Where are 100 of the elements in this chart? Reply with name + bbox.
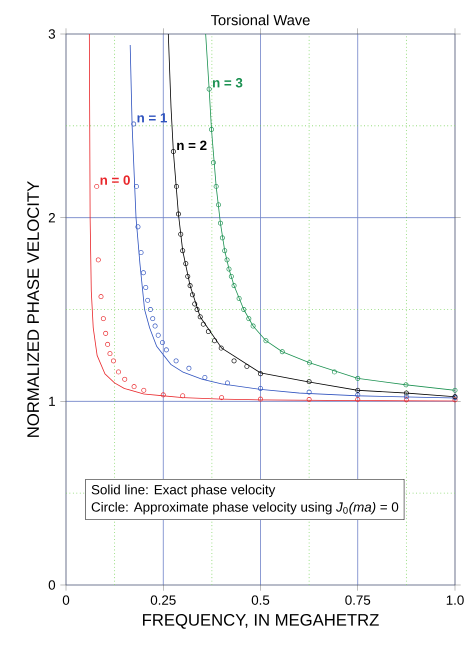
point — [404, 390, 409, 396]
point — [164, 347, 169, 352]
point — [135, 224, 140, 230]
point — [212, 338, 218, 344]
chart-title: Torsional Wave — [210, 14, 310, 26]
series-label: n = 0 — [100, 175, 130, 185]
point — [174, 184, 179, 189]
point — [202, 374, 208, 380]
x-tick-label: 0.25 — [150, 595, 176, 605]
point — [174, 358, 179, 364]
y-tick-label: 2 — [48, 213, 55, 222]
point — [138, 250, 144, 256]
point — [100, 316, 106, 322]
point — [132, 384, 137, 390]
point — [280, 349, 285, 354]
point — [107, 351, 112, 356]
point — [306, 379, 312, 384]
point — [143, 284, 148, 290]
point — [244, 364, 250, 369]
y-tick-label: 0 — [48, 580, 56, 590]
point — [246, 316, 252, 322]
point — [232, 358, 237, 364]
point — [355, 376, 360, 381]
point — [226, 266, 232, 272]
point — [170, 149, 176, 154]
point — [209, 127, 214, 132]
point — [148, 307, 153, 312]
point — [140, 270, 146, 276]
point — [176, 212, 181, 216]
point — [220, 235, 225, 240]
point — [258, 371, 263, 376]
x-tick-label: 0.5 — [252, 595, 270, 605]
series-label: n = 2 — [177, 140, 207, 150]
point — [160, 392, 166, 398]
point — [258, 396, 263, 402]
point — [131, 122, 136, 126]
point — [404, 382, 408, 388]
point — [160, 340, 165, 346]
point — [96, 257, 101, 262]
point — [156, 332, 161, 338]
point — [355, 397, 360, 402]
point — [150, 316, 156, 322]
point — [178, 232, 184, 237]
point — [141, 388, 146, 393]
point — [152, 324, 158, 328]
point — [188, 283, 193, 288]
point — [180, 248, 186, 254]
point — [180, 393, 186, 398]
point — [198, 314, 203, 320]
point — [190, 292, 195, 298]
x-tick-label: 0.75 — [345, 595, 370, 605]
point — [194, 307, 200, 312]
point — [241, 307, 246, 312]
point — [134, 184, 139, 189]
point — [222, 248, 228, 254]
point — [98, 294, 104, 300]
point — [250, 324, 256, 328]
series-label: n = 3 — [212, 78, 242, 88]
point — [183, 261, 188, 266]
point — [185, 274, 190, 279]
point — [224, 257, 230, 262]
y-tick-label: 1 — [49, 396, 55, 406]
point — [186, 366, 192, 371]
point — [200, 322, 206, 327]
point — [216, 202, 221, 208]
x-axis-title: FREQUENCY, IN MEGAHETRZ — [143, 614, 379, 629]
point — [192, 302, 198, 306]
y-axis-title: NORMALIZED PHASE VELOCITY — [27, 181, 40, 437]
x-tick-label: 1.0 — [446, 595, 464, 605]
point — [210, 160, 216, 166]
point — [404, 394, 409, 400]
point — [306, 397, 312, 402]
point — [105, 342, 110, 347]
annotation: Solid line: Exact phase velocity — [92, 484, 276, 498]
x-tick-label: 0 — [62, 595, 70, 605]
point — [355, 388, 360, 393]
point — [116, 369, 121, 374]
point — [306, 390, 312, 395]
point — [258, 386, 263, 391]
point — [332, 369, 337, 374]
point — [206, 86, 212, 92]
point — [263, 338, 268, 344]
point — [307, 360, 312, 366]
point — [218, 220, 223, 226]
y-tick-label: 3 — [48, 29, 56, 39]
point — [103, 330, 108, 336]
point — [219, 395, 224, 400]
point — [110, 358, 116, 364]
point — [122, 376, 128, 382]
point — [224, 380, 230, 386]
point — [404, 397, 409, 402]
point — [228, 274, 234, 279]
point — [145, 298, 150, 303]
point — [206, 329, 211, 334]
point — [236, 296, 242, 301]
annotation: Circle: Approximate phase velocity using J$_{0}$(ma) = 0 — [92, 502, 398, 514]
point — [214, 184, 219, 189]
point — [218, 346, 224, 351]
point — [94, 184, 100, 189]
point — [232, 283, 237, 288]
